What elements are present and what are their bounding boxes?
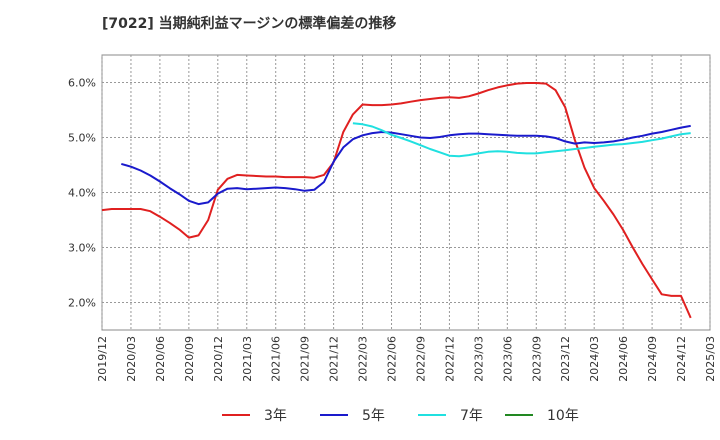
legend-label: 5年 (362, 408, 385, 424)
legend-label: 3年 (264, 408, 287, 424)
y-tick-label: 5.0% (68, 132, 96, 145)
x-axis: 2019/12 2020/03 2020/06 2020/09 2020/12 2021/… (96, 336, 717, 382)
x-tick-label: 2024/06 (617, 336, 630, 382)
x-tick-label: 2025/03 (704, 336, 717, 382)
y-tick-label: 4.0% (68, 187, 96, 200)
grid (101, 54, 711, 331)
legend-label: 7年 (460, 408, 483, 424)
legend: 3年 5年 7年 10年 (222, 408, 579, 424)
x-tick-label: 2021/03 (241, 336, 254, 382)
x-tick-label: 2020/06 (154, 336, 167, 382)
series-line (101, 82, 692, 319)
x-tick-label: 2023/12 (559, 336, 572, 382)
series-line (352, 122, 691, 158)
y-axis: 2.0% 3.0% 4.0% 5.0% 6.0% (68, 77, 96, 310)
x-tick-label: 2021/06 (270, 336, 283, 382)
x-tick-label: 2020/09 (183, 336, 196, 382)
x-tick-label: 2022/12 (443, 336, 456, 382)
plot-lines (101, 82, 692, 319)
x-tick-label: 2023/06 (501, 336, 514, 382)
x-tick-label: 2022/03 (357, 336, 370, 382)
x-tick-label: 2020/03 (125, 336, 138, 382)
x-tick-label: 2023/03 (472, 336, 485, 382)
legend-label: 10年 (547, 408, 579, 424)
x-tick-label: 2021/09 (299, 336, 312, 382)
x-tick-label: 2019/12 (96, 336, 109, 382)
x-tick-label: 2023/09 (530, 336, 543, 382)
x-tick-label: 2020/12 (212, 336, 225, 382)
x-tick-label: 2022/06 (386, 336, 399, 382)
y-tick-label: 3.0% (68, 242, 96, 255)
x-tick-label: 2024/03 (588, 336, 601, 382)
y-tick-label: 6.0% (68, 77, 96, 90)
x-tick-label: 2024/09 (646, 336, 659, 382)
chart-title: [7022] 当期純利益マージンの標準偏差の推移 (102, 15, 396, 32)
x-tick-label: 2024/12 (675, 336, 688, 382)
x-tick-label: 2021/12 (328, 336, 341, 382)
x-tick-label: 2022/09 (414, 336, 427, 382)
series-line (121, 124, 691, 206)
y-tick-label: 2.0% (68, 297, 96, 310)
